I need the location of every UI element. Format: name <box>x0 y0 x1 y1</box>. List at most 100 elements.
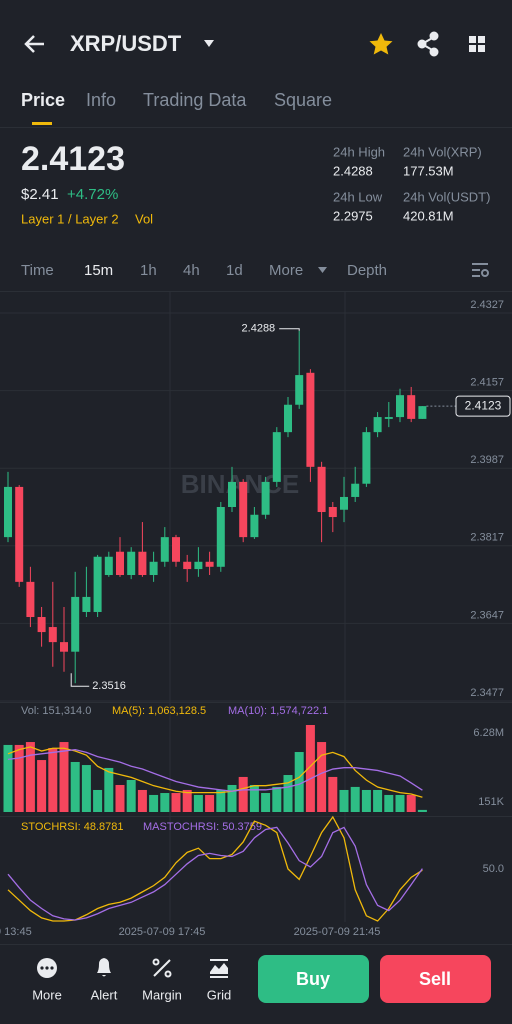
divider <box>0 944 512 945</box>
divider <box>0 127 512 128</box>
stat-value: 177.53M <box>403 163 454 178</box>
candle-body <box>138 551 147 576</box>
nav-label[interactable]: Alert <box>91 987 118 1002</box>
volume-bar <box>104 767 114 812</box>
volume-bar <box>59 742 69 812</box>
volume-bar <box>384 794 394 812</box>
stat-value: 2.2975 <box>333 208 373 223</box>
candle-body <box>160 537 169 562</box>
candle-body <box>396 395 404 418</box>
volume-bar <box>339 789 349 812</box>
volume-bar <box>48 747 58 812</box>
volume-bar <box>93 789 103 812</box>
favorite-icon[interactable] <box>369 33 393 55</box>
stat-value: 2.4288 <box>333 163 373 178</box>
candle-body <box>362 432 371 484</box>
nav-label[interactable]: Margin <box>142 987 182 1002</box>
candle-body <box>60 642 68 652</box>
volume-bar <box>272 786 282 812</box>
candle-body <box>172 537 180 562</box>
sell-label[interactable]: Sell <box>419 969 451 989</box>
volume-bar <box>25 742 35 812</box>
candle-body <box>82 596 91 612</box>
volume-bar <box>137 789 147 812</box>
volume-legend: Vol: 151,314.0 <box>21 705 91 717</box>
volume-bar <box>350 786 360 812</box>
grid-icon[interactable] <box>210 959 228 978</box>
share-icon[interactable] <box>417 31 439 57</box>
pair-title[interactable]: XRP/USDT <box>70 31 182 56</box>
volume-bar <box>126 779 136 812</box>
last-price: 2.4123 <box>21 140 125 178</box>
last-price-label: 2.4123 <box>465 398 502 412</box>
timeframe[interactable]: 4h <box>183 262 200 279</box>
fiat-price: $2.41 <box>21 186 59 203</box>
settings-icon[interactable] <box>472 263 489 277</box>
buy-button[interactable] <box>258 955 369 1003</box>
timeframe[interactable]: More <box>269 262 303 279</box>
volume-legend: MA(10): 1,574,722.1 <box>228 705 328 717</box>
timeframe[interactable]: Depth <box>347 262 387 279</box>
volume-bar <box>373 789 383 812</box>
timeframe[interactable]: 1h <box>140 262 157 279</box>
candle-body <box>261 481 270 515</box>
buy-label[interactable]: Buy <box>296 969 330 989</box>
volume-bar <box>328 776 338 812</box>
candle-body <box>71 596 80 652</box>
timeframe[interactable]: Time <box>21 262 54 279</box>
stoch-legend: MASTOCHRSI: 50.3759 <box>143 821 262 833</box>
high-label: 2.4288 <box>242 323 276 335</box>
tab[interactable]: Info <box>86 90 116 110</box>
more-dropdown[interactable] <box>318 267 327 273</box>
candle-body <box>205 561 214 567</box>
candle-body <box>250 514 259 538</box>
layout-icon[interactable] <box>469 36 485 52</box>
candle-body <box>373 417 382 433</box>
tab[interactable]: Square <box>274 90 332 110</box>
timeframe[interactable]: 1d <box>226 262 243 279</box>
volume-bar <box>395 794 405 812</box>
tab[interactable]: Trading Data <box>143 90 247 110</box>
high-marker <box>279 328 300 331</box>
divider <box>0 291 512 292</box>
tag[interactable]: Vol <box>135 211 153 226</box>
volume-bar <box>294 752 304 812</box>
y-tick-label: 2.4157 <box>470 377 504 389</box>
candle-body <box>183 561 192 570</box>
candle-body <box>216 507 225 567</box>
nav-label[interactable]: Grid <box>207 987 232 1002</box>
volume-tick-label: 6.28M <box>473 727 504 739</box>
sell-button[interactable] <box>380 955 491 1003</box>
volume-bar <box>182 789 192 812</box>
volume-ma-line <box>7 748 423 792</box>
volume-bar <box>149 794 159 812</box>
candle-body <box>284 404 292 433</box>
alert-icon[interactable] <box>97 958 111 977</box>
more-icon[interactable] <box>37 958 57 978</box>
candle-body <box>149 561 158 576</box>
tab[interactable]: Price <box>21 90 65 110</box>
pair-dropdown[interactable] <box>204 40 214 47</box>
nav-label[interactable]: More <box>32 987 62 1002</box>
stat-label: 24h Vol(USDT) <box>403 189 490 204</box>
candle-body <box>239 481 248 538</box>
candle-body <box>15 486 24 582</box>
last-price-box <box>455 395 511 417</box>
candle-body <box>194 561 203 570</box>
low-label: 2.3516 <box>92 680 126 692</box>
volume-tick-label: 151K <box>478 796 504 808</box>
candle-body <box>328 507 337 518</box>
back-button[interactable] <box>24 35 44 53</box>
margin-icon[interactable] <box>152 958 172 978</box>
y-tick-label: 2.3987 <box>470 454 504 466</box>
volume-bar <box>193 794 203 812</box>
candle-body <box>104 556 113 576</box>
candle-body <box>228 481 236 507</box>
timeframe[interactable]: 15m <box>84 262 113 279</box>
tag[interactable]: Layer 1 / Layer 2 <box>21 211 119 226</box>
time-label: 2025-07-09 17:45 <box>119 926 206 938</box>
candle-body <box>418 406 427 419</box>
stat-label: 24h Vol(XRP) <box>403 144 482 159</box>
volume-bar <box>216 789 226 812</box>
